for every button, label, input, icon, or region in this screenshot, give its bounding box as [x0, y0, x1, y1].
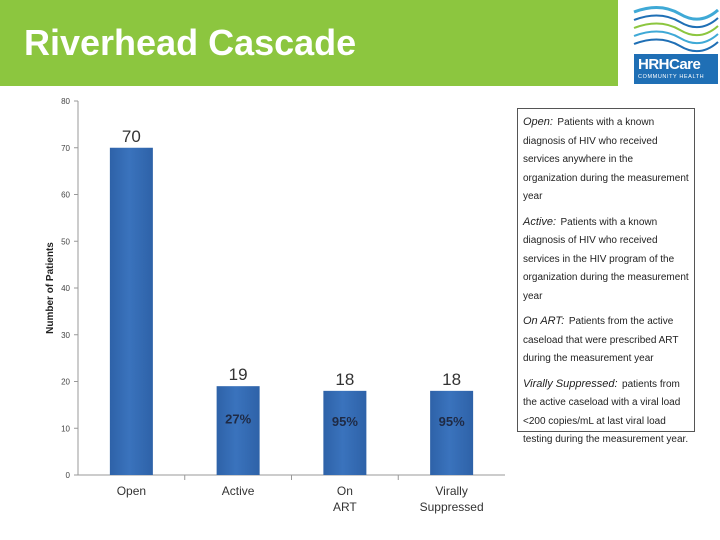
bar-value-label: 70	[122, 127, 141, 146]
y-tick-label: 30	[61, 331, 70, 340]
y-tick-label: 70	[61, 144, 70, 153]
definition-virally-suppressed: Virally Suppressed: patients from the ac…	[523, 374, 690, 448]
definition-term: Virally Suppressed:	[523, 377, 618, 390]
x-tick-label: ART	[333, 500, 357, 514]
bar-percent-label: 95%	[439, 414, 465, 429]
logo-name: HRHCare	[638, 56, 701, 73]
hrhcare-logo: HRHCare COMMUNITY HEALTH	[630, 0, 720, 86]
bar	[109, 147, 153, 475]
definition-open: Open: Patients with a known diagnosis of…	[523, 112, 690, 205]
bar-value-label: 18	[442, 370, 461, 389]
bar	[430, 390, 474, 475]
bar-chart: 0 10 20 30 40 50 60 70 80 Number of Patients 70 Ope…	[45, 97, 505, 514]
x-tick-label: Virally	[435, 484, 467, 498]
bar-value-label: 19	[229, 365, 248, 384]
bar-percent-label: 95%	[332, 414, 358, 429]
page-title: Riverhead Cascade	[24, 22, 357, 63]
logo-subtitle: COMMUNITY HEALTH	[638, 74, 705, 80]
wave-logo-graphic	[633, 6, 719, 53]
definition-text: Patients with a known diagnosis of HIV w…	[523, 216, 689, 302]
bar-value-label: 18	[335, 370, 354, 389]
definition-on-art: On ART: Patients from the active caseloa…	[523, 311, 690, 367]
definition-term: On ART:	[523, 315, 565, 327]
definition-term: Open:	[523, 116, 553, 128]
definition-text: Patients with a known diagnosis of HIV w…	[523, 117, 689, 202]
title-bar: Riverhead Cascade	[0, 0, 618, 86]
bar	[216, 386, 260, 475]
logo-box	[634, 54, 718, 84]
y-tick-label: 10	[61, 424, 70, 433]
y-tick-label: 60	[61, 191, 70, 200]
bar-percent-label: 27%	[225, 411, 251, 426]
definitions-box: Open: Patients with a known diagnosis of…	[517, 108, 695, 445]
y-tick-label: 50	[61, 237, 70, 246]
y-tick-label: 0	[66, 471, 71, 480]
definition-text: Patients from the active caseload that w…	[523, 316, 679, 364]
definition-text: patients from the active caseload with a…	[523, 378, 689, 446]
x-tick-label: Open	[117, 484, 146, 498]
bar	[323, 390, 367, 475]
definition-active: Active: Patients with a known diagnosis …	[523, 212, 690, 305]
x-tick-label: Active	[222, 484, 255, 498]
y-tick-label: 80	[61, 97, 70, 106]
x-tick-label: Suppressed	[420, 500, 484, 514]
y-tick-label: 40	[61, 284, 70, 293]
x-tick-label: On	[337, 484, 353, 498]
definition-term: Active:	[523, 215, 557, 228]
y-axis-label: Number of Patients	[45, 242, 56, 334]
y-tick-label: 20	[61, 378, 70, 387]
